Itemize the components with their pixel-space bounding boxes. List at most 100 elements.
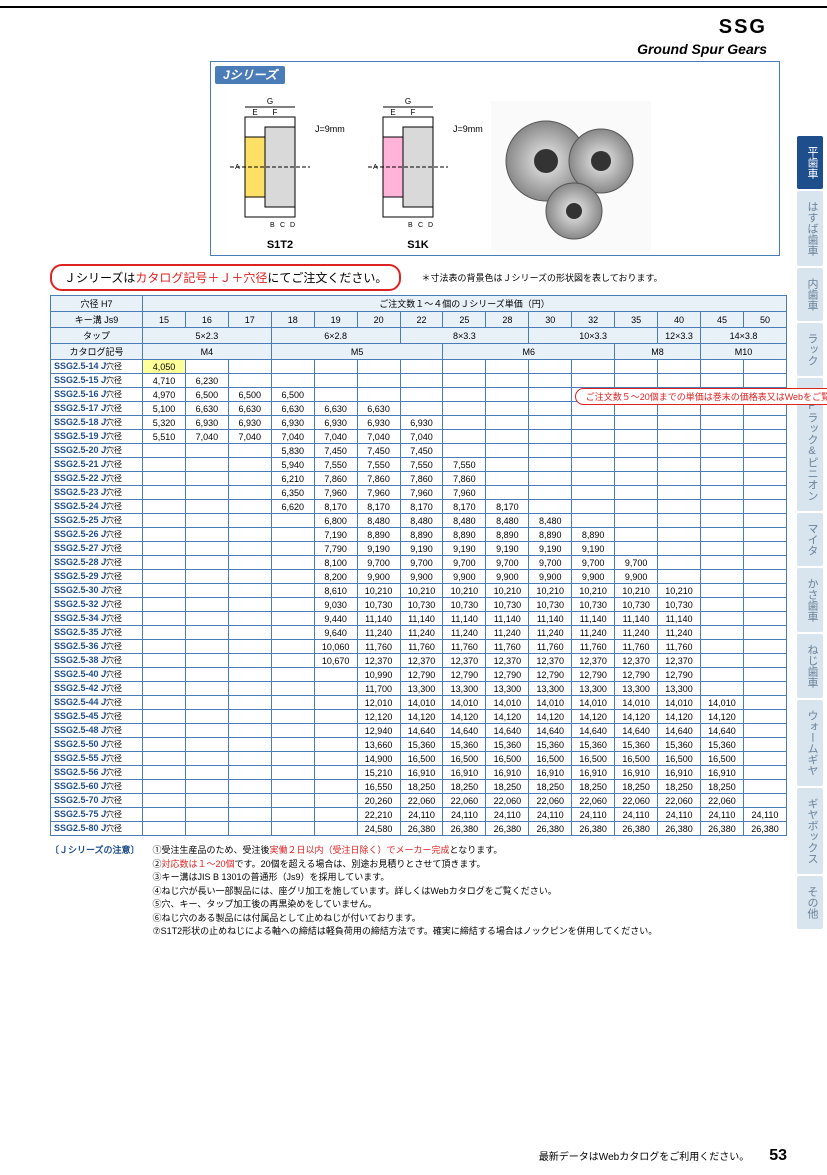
table-cell (228, 598, 271, 612)
table-cell (143, 710, 186, 724)
table-cell: 10,670 (314, 654, 357, 668)
table-cell (271, 682, 314, 696)
table-cell (743, 752, 786, 766)
table-cell (228, 794, 271, 808)
side-tab[interactable]: ねじ歯車 (797, 634, 823, 698)
table-cell: 15,360 (443, 738, 486, 752)
table-cell (228, 668, 271, 682)
table-cell: 11,700 (357, 682, 400, 696)
table-cell (743, 458, 786, 472)
table-cell (743, 500, 786, 514)
table-cell: 14,640 (658, 724, 701, 738)
table-cell: 5,100 (143, 402, 186, 416)
table-cell: 11,140 (615, 612, 658, 626)
table-cell: 24,110 (529, 808, 572, 822)
table-cell (143, 444, 186, 458)
table-cell (700, 598, 743, 612)
table-cell (185, 612, 228, 626)
side-tab[interactable]: ウォームギヤ (797, 700, 823, 786)
table-cell: 16,910 (658, 766, 701, 780)
table-cell (615, 542, 658, 556)
inline-price-note: ご注文数５～20個までの単価は巻末の価格表又はWebをご覧ください。 (575, 388, 827, 405)
table-cell (228, 360, 271, 374)
side-tab[interactable]: かさ歯車 (797, 568, 823, 632)
table-cell (143, 752, 186, 766)
table-cell: 10,210 (357, 584, 400, 598)
table-cell (529, 458, 572, 472)
side-tab[interactable]: その他 (797, 876, 823, 929)
table-cell: 14,120 (486, 710, 529, 724)
table-cell: 7,450 (357, 444, 400, 458)
table-cell (700, 430, 743, 444)
side-tab[interactable]: ラック (797, 323, 823, 376)
footer-text: 最新データはWebカタログをご利用ください。 (539, 1148, 749, 1163)
table-cell: 15,360 (486, 738, 529, 752)
table-cell: 6,930 (314, 416, 357, 430)
table-cell: 9,900 (443, 570, 486, 584)
table-cell (700, 640, 743, 654)
table-cell (228, 696, 271, 710)
table-cell: 16,500 (700, 752, 743, 766)
table-cell: 5,510 (143, 430, 186, 444)
table-row-label: SSG2.5-55 J穴径 (51, 752, 143, 766)
table-row-label: SSG2.5-27 J穴径 (51, 542, 143, 556)
table-cell: 7,550 (357, 458, 400, 472)
table-cell (700, 374, 743, 388)
table-cell (700, 500, 743, 514)
header-title: Ground Spur Gears (0, 41, 767, 57)
table-row-label: SSG2.5-29 J穴径 (51, 570, 143, 584)
table-cell: 6,930 (185, 416, 228, 430)
table-cell: 10,060 (314, 640, 357, 654)
side-tab[interactable]: はすば歯車 (797, 191, 823, 266)
table-cell (700, 556, 743, 570)
table-cell: 11,140 (572, 612, 615, 626)
table-row-label: SSG2.5-21 J穴径 (51, 458, 143, 472)
table-cell: 14,120 (529, 710, 572, 724)
side-tab[interactable]: 内歯車 (797, 268, 823, 321)
table-cell (658, 458, 701, 472)
side-tab[interactable]: 平歯車 (797, 136, 823, 189)
table-cell: 14,010 (700, 696, 743, 710)
table-cell (271, 570, 314, 584)
table-cell (615, 528, 658, 542)
table-cell (658, 514, 701, 528)
svg-text:F: F (411, 108, 416, 117)
table-cell (529, 374, 572, 388)
table-cell (572, 500, 615, 514)
table-cell (271, 794, 314, 808)
table-cell (228, 528, 271, 542)
table-cell (271, 612, 314, 626)
table-cell: 14,010 (615, 696, 658, 710)
table-cell: 11,140 (486, 612, 529, 626)
table-row-label: SSG2.5-50 J穴径 (51, 738, 143, 752)
table-cell (228, 710, 271, 724)
table-cell: 7,550 (314, 458, 357, 472)
table-cell: 15,360 (615, 738, 658, 752)
side-tab[interactable]: ギヤボックス (797, 788, 823, 874)
table-cell (271, 528, 314, 542)
table-cell: 6,930 (271, 416, 314, 430)
table-row-label: SSG2.5-60 J穴径 (51, 780, 143, 794)
table-cell: 11,140 (658, 612, 701, 626)
table-cell: 10,730 (357, 598, 400, 612)
table-cell: 11,760 (529, 640, 572, 654)
table-cell (143, 570, 186, 584)
table-cell: 18,250 (615, 780, 658, 794)
table-cell: 8,610 (314, 584, 357, 598)
table-cell: 11,140 (357, 612, 400, 626)
table-cell (486, 402, 529, 416)
table-row-label: SSG2.5-23 J穴径 (51, 486, 143, 500)
table-cell (143, 528, 186, 542)
table-cell (185, 710, 228, 724)
side-tab[interactable]: マイタ (797, 513, 823, 566)
notes-section: 〔Ｊシリーズの注意〕 ①受注生産品のため、受注後実働２日以内（受注日除く）でメー… (50, 844, 787, 939)
table-cell (486, 416, 529, 430)
diagrams-row: Jシリーズ G E F J=9mm A B C (210, 61, 780, 256)
table-cell (529, 430, 572, 444)
note-item: ①受注生産品のため、受注後実働２日以内（受注日除く）でメーカー完成となります。 (153, 844, 773, 858)
table-cell: 8,480 (400, 514, 443, 528)
table-cell: 11,140 (443, 612, 486, 626)
table-cell: 24,110 (400, 808, 443, 822)
table-cell (228, 556, 271, 570)
table-row-label: SSG2.5-42 J穴径 (51, 682, 143, 696)
